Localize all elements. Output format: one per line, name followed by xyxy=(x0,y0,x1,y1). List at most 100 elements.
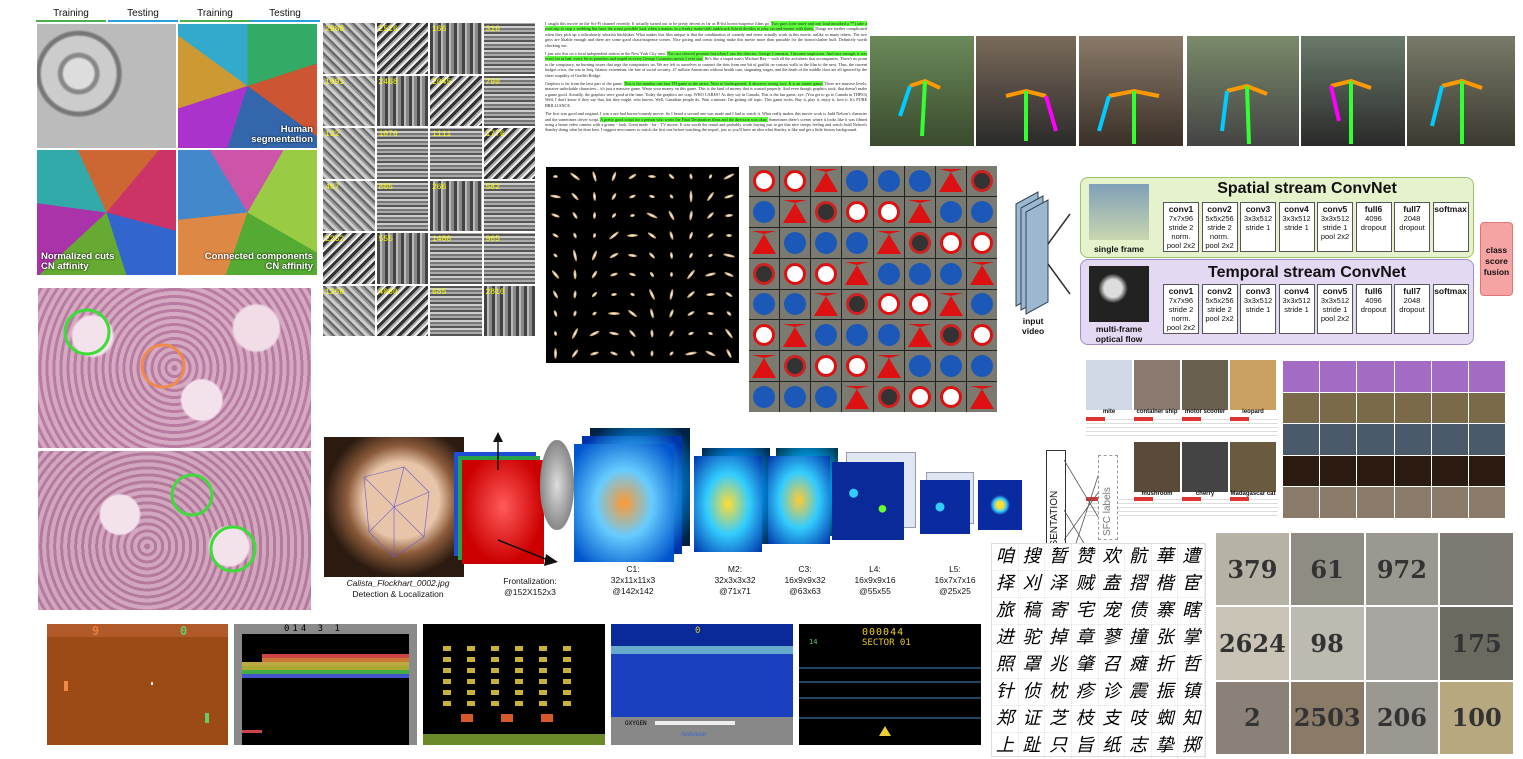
galaxy-cell xyxy=(662,285,681,305)
spatial-layer-conv3: conv3 3x3x512 stride 1 xyxy=(1240,202,1276,252)
deepface-layer-caption: M2: 32x3x3x32 @71x71 xyxy=(700,564,770,597)
seg-tab-training-1: Training xyxy=(36,8,106,22)
filter-index: 1480 xyxy=(432,235,452,244)
galaxy-cell xyxy=(604,343,623,363)
filter-cell: 685 xyxy=(430,285,482,336)
galaxy-cell xyxy=(642,187,661,207)
filter-cell: 555 xyxy=(376,233,428,284)
handwritten-char: 暂 xyxy=(1045,544,1072,571)
traffic-sign xyxy=(935,166,966,196)
traffic-sign xyxy=(966,166,997,196)
invader xyxy=(491,690,499,695)
handwritten-char: 只 xyxy=(1045,733,1072,759)
filter-index: 1076 xyxy=(378,130,398,139)
traffic-sign xyxy=(904,258,935,289)
galaxy-cell xyxy=(565,245,584,265)
handwritten-char: 宠 xyxy=(1098,598,1126,625)
traffic-sign xyxy=(935,382,966,412)
traffic-sign xyxy=(842,289,873,320)
traffic-sign xyxy=(966,351,997,382)
handwritten-char: 上 xyxy=(992,733,1019,759)
traffic-sign xyxy=(780,351,811,382)
traffic-sign xyxy=(842,320,873,351)
layer-spec: stride 1 xyxy=(1245,223,1271,232)
galaxy-cell xyxy=(642,285,661,305)
retrieval-thumb xyxy=(1320,392,1357,424)
galaxy-cell xyxy=(681,187,700,207)
layer-name: full7 xyxy=(1403,286,1421,296)
galaxy-cell xyxy=(585,167,604,187)
traffic-sign xyxy=(749,196,780,227)
house-number-crop: 972 xyxy=(1365,533,1439,606)
filter-index: 2988 xyxy=(325,25,345,34)
retrieval-thumb xyxy=(1468,455,1505,487)
invader xyxy=(563,646,571,651)
retrieval-thumb xyxy=(1394,392,1431,424)
layer-name: conv3 xyxy=(1245,204,1271,214)
review-plain: I just saw this on a local independent s… xyxy=(545,51,667,57)
layer-name: conv2 xyxy=(1207,286,1232,296)
handwritten-char: 知 xyxy=(1178,706,1205,733)
retrieval-thumb xyxy=(1283,455,1320,487)
handwritten-char: 蜘 xyxy=(1151,706,1179,733)
galaxy-cell xyxy=(642,304,661,324)
invader xyxy=(515,701,523,706)
invader xyxy=(467,668,475,673)
traffic-sign xyxy=(904,166,935,196)
inet-label-mite: mite xyxy=(1102,409,1116,415)
invader xyxy=(563,657,571,662)
face-filename: Calista_Flockhart_0002.jpg xyxy=(346,578,450,588)
layer-spec: stride 2 xyxy=(1207,305,1232,314)
seg-tab-testing-2: Testing xyxy=(250,8,320,22)
caption-human-segmentation: Human segmentation xyxy=(251,124,313,145)
layer-name: conv2 xyxy=(1207,204,1232,214)
layer-spec: 5x5x256 xyxy=(1205,214,1234,223)
galaxy-cell xyxy=(700,285,719,305)
traffic-sign xyxy=(811,289,842,320)
galaxy-cell xyxy=(720,206,739,226)
galaxy-cell xyxy=(585,343,604,363)
galaxy-cell xyxy=(681,343,700,363)
review-tail: Sometimes there's scenes where it looks … xyxy=(545,116,868,133)
traffic-sign xyxy=(749,351,780,382)
galaxy-cell xyxy=(642,343,661,363)
filter-index: 790 xyxy=(485,77,500,87)
handwritten-char: 挚 xyxy=(1152,733,1179,759)
handwritten-char: 咱 xyxy=(992,544,1019,571)
spatial-stream-title: Spatial stream ConvNet xyxy=(1217,180,1397,197)
retrieval-thumb xyxy=(1431,361,1468,392)
galaxy-cell xyxy=(642,206,661,226)
segmentation-tabs: Training Testing Training Testing xyxy=(36,8,320,22)
traffic-sign xyxy=(749,382,780,412)
traffic-sign xyxy=(842,351,873,382)
traffic-sign xyxy=(904,382,935,412)
deepface-layer-dims: 32x11x11x3 xyxy=(610,575,656,585)
handwritten-char: 贼 xyxy=(1071,571,1099,598)
house-number-crop: 379 xyxy=(1216,533,1289,606)
traffic-sign xyxy=(873,320,904,351)
invader xyxy=(491,679,499,684)
filter-index: 1111 xyxy=(432,130,452,139)
invader xyxy=(539,646,547,651)
inet-bars-3 xyxy=(1182,417,1230,439)
house-number-crop: 98 xyxy=(1290,607,1364,680)
galaxy-cell xyxy=(604,324,623,344)
traffic-sign xyxy=(780,320,811,351)
galaxy-cell xyxy=(623,245,642,265)
handwritten-char: 骯 xyxy=(1125,544,1152,571)
handwritten-char: 哲 xyxy=(1178,652,1205,679)
handwritten-char: 刈 xyxy=(1018,571,1046,598)
deepface-layer-at: @142x142 xyxy=(612,586,654,596)
review-paragraph: Graphics is far from the best part of th… xyxy=(545,81,867,108)
sfc-labels-text: SFC labels xyxy=(1102,487,1113,536)
class-score-fusion: class score fusion xyxy=(1480,222,1513,296)
handwritten-char: 瘫 xyxy=(1125,652,1152,679)
pose-frame-3 xyxy=(1079,36,1183,146)
galaxy-cell xyxy=(623,304,642,324)
retrieval-thumb xyxy=(1468,361,1505,392)
house-number-crop xyxy=(1440,533,1513,606)
pose-frame-5 xyxy=(1301,36,1405,146)
galaxy-cell xyxy=(623,187,642,207)
m2-feature-maps xyxy=(692,448,772,556)
review-highlight: A pretty good script for a person who wr… xyxy=(600,116,768,122)
